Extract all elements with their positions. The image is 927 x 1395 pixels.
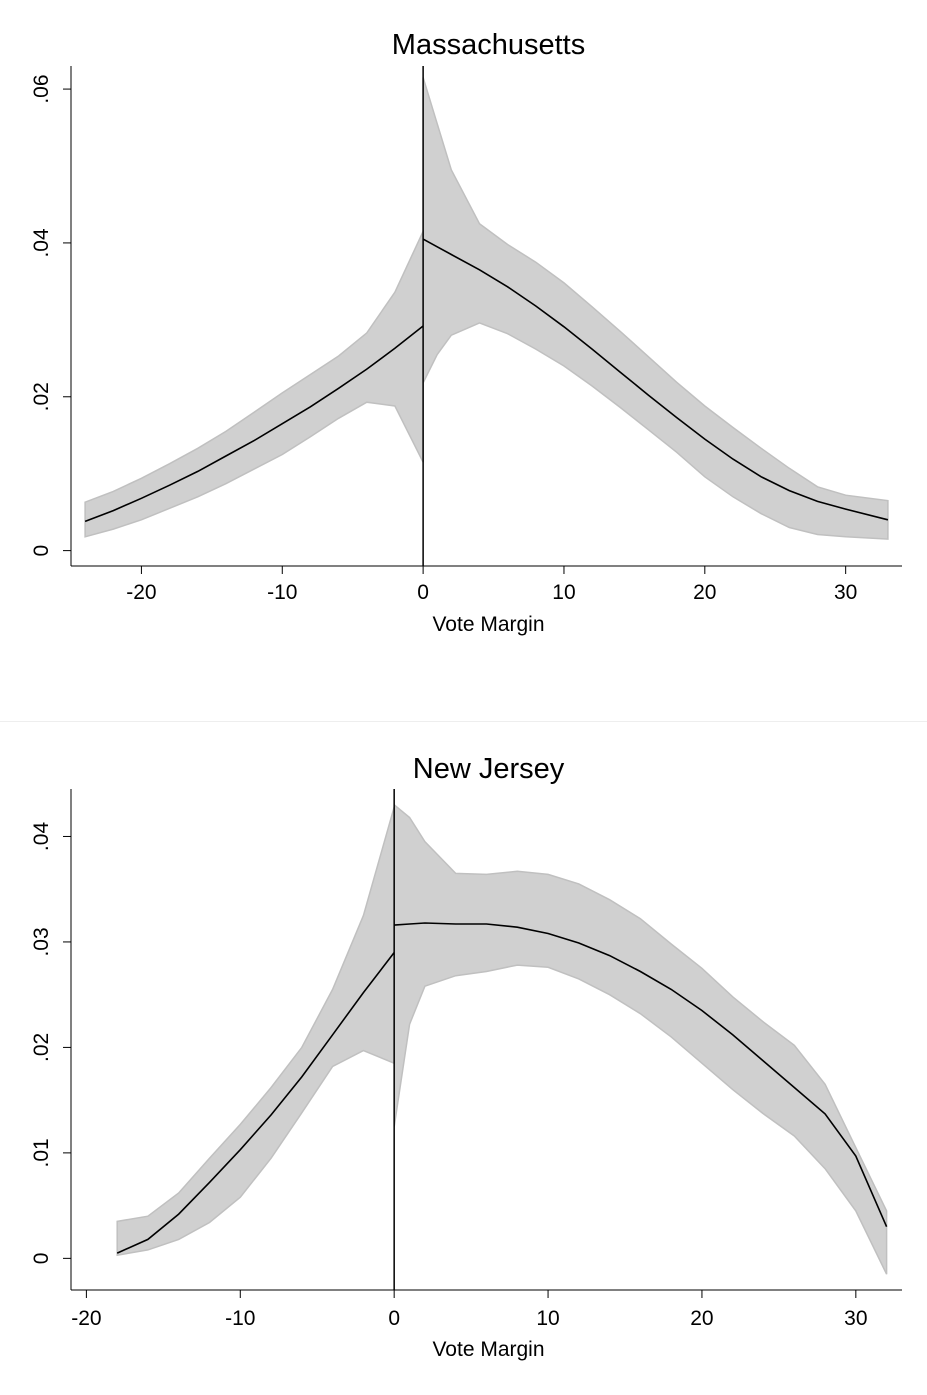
- confidence-band-right: [393, 803, 888, 1275]
- y-tick-label: .03: [30, 927, 53, 956]
- x-tick-label: -20: [71, 1307, 101, 1330]
- fitted-line-left: [116, 952, 395, 1254]
- confidence-band-left: [116, 806, 395, 1257]
- x-axis-label: Vote Margin: [432, 613, 544, 636]
- fitted-line-right: [394, 922, 888, 1228]
- chart-svg-new-jersey: -20 -10 0 10 20 30 0 .01 .02 .03 .04 New Jersey Vote…: [30, 753, 902, 1361]
- x-axis-label: Vote Margin: [432, 1338, 544, 1361]
- y-tick-label: .01: [30, 1138, 53, 1167]
- fitted-line-right: [422, 238, 889, 521]
- y-tick-label: 0: [30, 1253, 53, 1265]
- y-tick-label: 0: [30, 545, 53, 557]
- x-tick-label: -20: [126, 581, 156, 604]
- y-tick-label: .04: [30, 228, 53, 258]
- fitted-line-left: [84, 325, 424, 523]
- chart-title: Massachusetts: [392, 29, 585, 61]
- x-tick-label: 10: [536, 1307, 559, 1330]
- confidence-band-right: [422, 77, 889, 540]
- x-tick-label: 10: [552, 581, 575, 604]
- y-tick-label: .02: [30, 1033, 53, 1062]
- x-tick-label: 30: [844, 1307, 867, 1330]
- x-tick-label: 30: [834, 581, 857, 604]
- chart-svg-massachusetts: -20 -10 0 10 20 30 0 .02 .04 .06 Massachusetts Vote…: [30, 29, 902, 636]
- y-tick-label: .06: [30, 74, 53, 103]
- x-tick-label: -10: [225, 1307, 255, 1330]
- confidence-band-left: [84, 231, 424, 538]
- x-tick-label: 20: [693, 581, 716, 604]
- y-tick-label: .02: [30, 382, 53, 411]
- x-tick-label: 20: [690, 1307, 713, 1330]
- panel-divider: [0, 721, 927, 722]
- x-tick-label: 0: [388, 1307, 400, 1330]
- chart-panel-massachusetts: -20 -10 0 10 20 30 0 .02 .04 .06 Massachusetts Vote…: [0, 0, 927, 668]
- chart-title: New Jersey: [413, 753, 565, 785]
- y-tick-label: .04: [30, 822, 53, 852]
- x-tick-label: 0: [417, 581, 429, 604]
- chart-panel-new-jersey: -20 -10 0 10 20 30 0 .01 .02 .03 .04 New Jersey Vote…: [0, 722, 927, 1395]
- x-tick-label: -10: [267, 581, 297, 604]
